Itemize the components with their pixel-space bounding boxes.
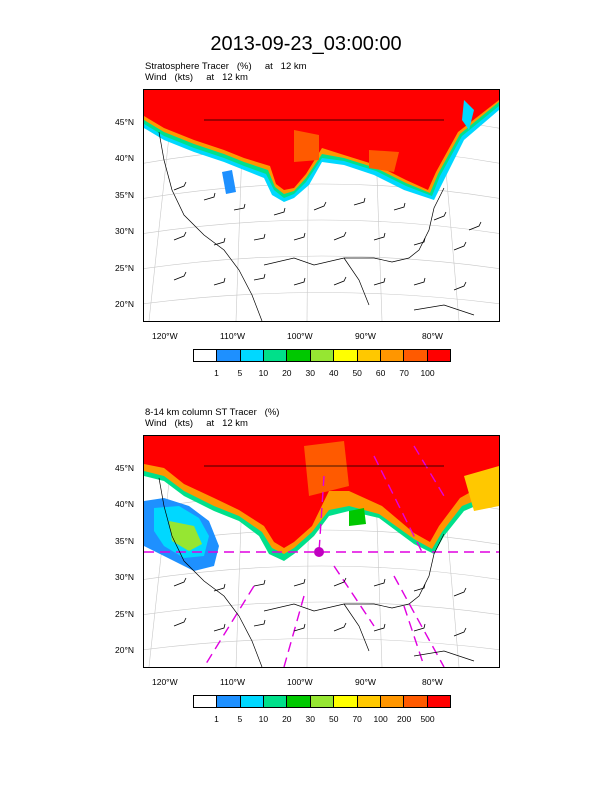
colorbar-swatch xyxy=(194,696,218,707)
panel1-lat-label: 25°N xyxy=(115,263,134,273)
colorbar-label: 30 xyxy=(305,714,315,724)
panel1-lat-label: 30°N xyxy=(115,226,134,236)
colorbar-swatch xyxy=(217,350,241,361)
panel2-map-graphic xyxy=(144,436,499,667)
panel1-subtitle-wind: Wind (kts) at 12 km xyxy=(145,72,248,83)
colorbar-swatch xyxy=(334,696,358,707)
colorbar-swatch xyxy=(264,350,288,361)
colorbar-label: 60 xyxy=(375,368,386,378)
colorbar-label: 70 xyxy=(352,714,362,724)
panel1-lon-label: 100°W xyxy=(287,331,313,341)
panel1-map-graphic xyxy=(144,90,499,321)
panel2-lat-label: 45°N xyxy=(115,463,134,473)
colorbar-label: 500 xyxy=(420,714,435,724)
colorbar-swatch xyxy=(240,350,265,361)
panel1-map xyxy=(143,89,500,322)
panel1-lat-label: 20°N xyxy=(115,299,134,309)
colorbar-label: 10 xyxy=(258,714,269,724)
colorbar-swatch xyxy=(240,696,265,707)
colorbar-swatch xyxy=(380,696,405,707)
panel2-lon-label: 110°W xyxy=(220,677,245,687)
panel1-lon-label: 80°W xyxy=(422,331,443,341)
panel1-lon-label: 120°W xyxy=(152,331,178,341)
colorbar-label: 20 xyxy=(282,714,292,724)
panel2-lon-label: 120°W xyxy=(152,677,178,687)
panel2-lat-label: 25°N xyxy=(115,609,134,619)
colorbar-label: 50 xyxy=(328,714,339,724)
colorbar-swatch xyxy=(310,350,335,361)
panel2-lon-label: 80°W xyxy=(422,677,443,687)
colorbar-label: 30 xyxy=(305,368,315,378)
panel1-colorbar-labels: 1 5 10 20 30 40 50 60 70 100 xyxy=(193,368,451,380)
colorbar-swatch xyxy=(310,696,335,707)
panel1-lat-label: 40°N xyxy=(115,153,134,163)
panel1-lat-label: 45°N xyxy=(115,117,134,127)
colorbar-swatch xyxy=(404,350,428,361)
panel2-lon-label: 100°W xyxy=(287,677,313,687)
colorbar-swatch xyxy=(217,696,241,707)
panel2-lat-label: 40°N xyxy=(115,499,134,509)
panel2-lat-label: 35°N xyxy=(115,536,134,546)
colorbar-swatch xyxy=(287,350,311,361)
colorbar-label: 50 xyxy=(352,368,362,378)
panel1-subtitle-tracer: Stratosphere Tracer (%) at 12 km xyxy=(145,61,307,72)
colorbar-label: 20 xyxy=(282,368,292,378)
panel2-lon-label: 90°W xyxy=(355,677,376,687)
colorbar-swatch xyxy=(357,350,381,361)
panel1-lat-label: 35°N xyxy=(115,190,134,200)
panel2-subtitle-wind: Wind (kts) at 12 km xyxy=(145,418,248,429)
colorbar-swatch xyxy=(427,696,450,707)
colorbar-label: 5 xyxy=(237,368,243,378)
colorbar-swatch xyxy=(287,696,311,707)
panel2-subtitle-tracer: 8-14 km column ST Tracer (%) xyxy=(145,407,280,418)
panel2-map xyxy=(143,435,500,668)
colorbar-label: 40 xyxy=(328,368,339,378)
panel2-lat-label: 30°N xyxy=(115,572,134,582)
colorbar-label: 1 xyxy=(214,368,219,378)
panel1-colorbar xyxy=(193,349,451,362)
colorbar-label: 100 xyxy=(373,714,388,724)
colorbar-label: 70 xyxy=(399,368,409,378)
colorbar-swatch xyxy=(194,350,218,361)
colorbar-label: 5 xyxy=(237,714,243,724)
panel2-colorbar xyxy=(193,695,451,708)
colorbar-swatch xyxy=(334,350,358,361)
panel2-lat-label: 20°N xyxy=(115,645,134,655)
colorbar-label: 100 xyxy=(420,368,435,378)
colorbar-label: 1 xyxy=(214,714,219,724)
colorbar-swatch xyxy=(264,696,288,707)
colorbar-label: 200 xyxy=(396,714,412,724)
panel1-lon-label: 90°W xyxy=(355,331,376,341)
panel2-colorbar-labels: 1 5 10 20 30 50 70 100 200 500 xyxy=(193,714,451,726)
colorbar-swatch xyxy=(357,696,381,707)
panel1-lon-label: 110°W xyxy=(220,331,245,341)
colorbar-swatch xyxy=(404,696,428,707)
colorbar-label: 10 xyxy=(258,368,269,378)
colorbar-swatch xyxy=(380,350,405,361)
figure-title: 2013-09-23_03:00:00 xyxy=(210,33,402,55)
colorbar-swatch xyxy=(427,350,450,361)
